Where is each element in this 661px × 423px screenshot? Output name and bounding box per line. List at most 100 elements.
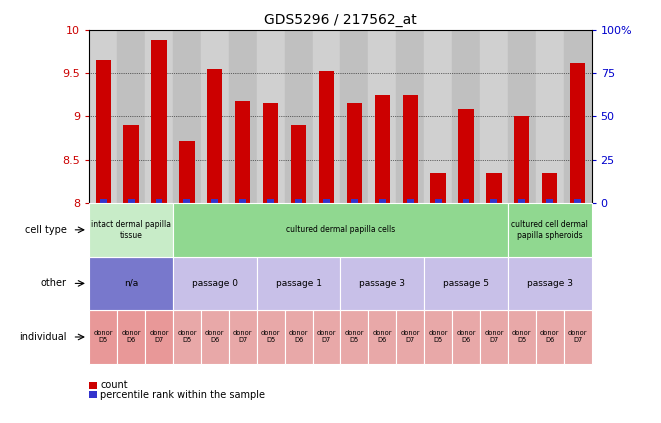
Bar	[235, 101, 251, 203]
Bar	[323, 199, 330, 203]
Text: n/a: n/a	[124, 279, 138, 288]
Bar	[151, 40, 167, 203]
Bar	[564, 30, 592, 203]
Bar	[508, 257, 592, 310]
Text: donor
D7: donor D7	[149, 330, 169, 343]
Text: cell type: cell type	[25, 225, 67, 235]
Bar	[117, 310, 145, 364]
Bar	[117, 30, 145, 203]
Bar	[536, 310, 564, 364]
Text: donor
D7: donor D7	[317, 330, 336, 343]
Text: donor
D6: donor D6	[205, 330, 225, 343]
Bar	[128, 199, 135, 203]
Bar	[379, 199, 386, 203]
Bar	[452, 30, 480, 203]
Text: cultured dermal papilla cells: cultured dermal papilla cells	[286, 225, 395, 234]
Bar	[256, 30, 285, 203]
Bar	[375, 95, 390, 203]
Bar	[173, 203, 508, 257]
Bar	[396, 310, 424, 364]
Text: donor
D6: donor D6	[456, 330, 476, 343]
Text: count: count	[100, 380, 128, 390]
Text: individual: individual	[19, 332, 67, 342]
Text: donor
D5: donor D5	[177, 330, 197, 343]
Text: donor
D6: donor D6	[289, 330, 308, 343]
Bar	[340, 310, 368, 364]
Text: percentile rank within the sample: percentile rank within the sample	[100, 390, 266, 400]
Bar	[546, 199, 553, 203]
Text: passage 3: passage 3	[360, 279, 405, 288]
Bar	[346, 103, 362, 203]
Bar	[351, 199, 358, 203]
Text: donor
D6: donor D6	[540, 330, 559, 343]
Bar	[407, 199, 414, 203]
Bar	[207, 69, 223, 203]
Bar	[514, 116, 529, 203]
Bar	[480, 30, 508, 203]
Text: passage 5: passage 5	[443, 279, 489, 288]
Text: donor
D6: donor D6	[122, 330, 141, 343]
Bar	[574, 199, 581, 203]
Bar	[179, 140, 194, 203]
Bar	[435, 199, 442, 203]
Text: passage 3: passage 3	[527, 279, 572, 288]
Bar	[89, 203, 173, 257]
Bar	[267, 199, 274, 203]
Bar	[313, 30, 340, 203]
Bar	[319, 71, 334, 203]
Bar	[508, 203, 592, 257]
Bar	[89, 257, 173, 310]
Bar	[340, 257, 424, 310]
Bar	[424, 310, 452, 364]
Bar	[184, 199, 190, 203]
Bar	[542, 173, 557, 203]
Bar	[145, 30, 173, 203]
Bar	[95, 60, 111, 203]
Bar	[256, 310, 285, 364]
Bar	[396, 30, 424, 203]
Bar	[424, 257, 508, 310]
Bar	[291, 125, 306, 203]
Text: donor
D7: donor D7	[484, 330, 504, 343]
Text: donor
D5: donor D5	[344, 330, 364, 343]
Text: donor
D7: donor D7	[568, 330, 588, 343]
Bar	[89, 310, 117, 364]
Bar	[100, 199, 106, 203]
Text: cultured cell dermal
papilla spheroids: cultured cell dermal papilla spheroids	[512, 220, 588, 239]
Bar	[229, 30, 256, 203]
Text: intact dermal papilla
tissue: intact dermal papilla tissue	[91, 220, 171, 239]
Bar	[430, 173, 446, 203]
Bar	[508, 30, 536, 203]
Bar	[424, 30, 452, 203]
Bar	[480, 310, 508, 364]
Bar	[458, 110, 474, 203]
Text: donor
D5: donor D5	[261, 330, 280, 343]
Text: donor
D7: donor D7	[233, 330, 253, 343]
Bar	[564, 310, 592, 364]
Bar	[313, 310, 340, 364]
Bar	[173, 310, 201, 364]
Bar	[173, 257, 256, 310]
Bar	[490, 199, 497, 203]
Bar	[570, 63, 586, 203]
Text: other: other	[41, 278, 67, 288]
Bar	[145, 310, 173, 364]
Bar	[212, 199, 218, 203]
Bar	[403, 95, 418, 203]
Bar	[201, 310, 229, 364]
Bar	[536, 30, 564, 203]
Bar	[368, 30, 396, 203]
Bar	[124, 125, 139, 203]
Text: donor
D5: donor D5	[428, 330, 448, 343]
Bar	[486, 173, 502, 203]
Bar	[173, 30, 201, 203]
Text: passage 1: passage 1	[276, 279, 321, 288]
Bar	[340, 30, 368, 203]
Bar	[263, 103, 278, 203]
Bar	[229, 310, 256, 364]
Bar	[463, 199, 469, 203]
Title: GDS5296 / 217562_at: GDS5296 / 217562_at	[264, 13, 417, 27]
Bar	[285, 310, 313, 364]
Bar	[256, 257, 340, 310]
Bar	[518, 199, 525, 203]
